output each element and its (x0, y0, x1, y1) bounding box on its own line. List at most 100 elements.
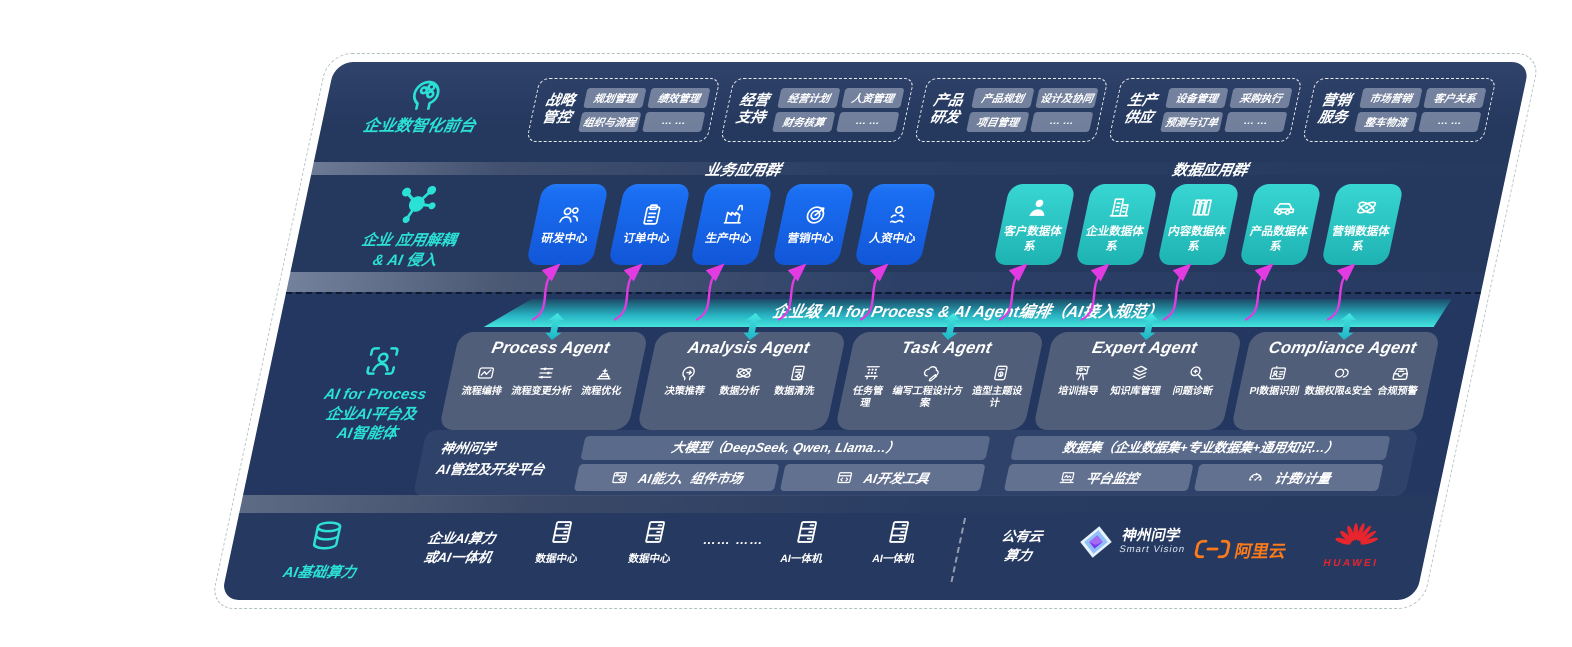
infra-node-label: 数据中心 (534, 553, 579, 565)
app-box-label: 研发中心 (540, 233, 589, 246)
agent-card: Analysis Agent 决策推荐 数据分析 数据清洗 (636, 332, 847, 430)
platform-tool-label: AI开发工具 (862, 471, 931, 486)
front-group-item: 整车物流 (1354, 112, 1418, 132)
agent-card: Compliance Agent PI数据识别 数据权限&安全 合规预警 (1230, 332, 1441, 430)
vendor-smartvision: 神州问学 Smart Vision (1074, 524, 1190, 560)
front-group: 营销服务 市场营销 客户关系 整车物流… … (1301, 78, 1497, 142)
front-group-item: 财务核算 (772, 112, 836, 132)
agent-card: Process Agent 流程编排 流程变更分析 流程优化 (438, 332, 649, 430)
optimize-icon (593, 363, 617, 383)
agent-item-label: 问题诊断 (1171, 386, 1214, 397)
front-group-item: … … (836, 112, 900, 132)
ai-layer-label-line1: AI for Process (322, 386, 428, 403)
platform-label-line2: AI管控及开发平台 (434, 461, 546, 477)
agent-item: 流程优化 (580, 363, 627, 398)
app-box-label: 营销中心 (786, 233, 835, 246)
front-group-item: 采购执行 (1229, 88, 1293, 108)
infra-node-label: 数据中心 (627, 553, 672, 565)
diagnosis-icon (1185, 363, 1209, 383)
enterprise-compute-label: 企业AI算力 或AI一体机 (422, 530, 498, 568)
infra-node: 数据中心 (627, 518, 679, 566)
vendor-smartvision-name: 神州问学 (1120, 527, 1183, 544)
platform-tool-pill: 平台监控 (1003, 464, 1194, 491)
car-icon (1269, 195, 1299, 220)
agent-items: 决策推荐 数据分析 数据清洗 (643, 363, 835, 425)
front-group-item: 设计及协同 (1035, 88, 1099, 108)
ai-layer-label-line2: 企业AI平台及 (324, 405, 418, 423)
agent-item: 流程编排 (460, 363, 507, 398)
agent-item: 数据分析 (718, 363, 765, 398)
front-group-item: 规划管理 (583, 88, 647, 108)
front-group-item: 产品规划 (971, 88, 1035, 108)
monitor-icon (1057, 469, 1079, 487)
agent-item-label: 数据分析 (718, 386, 761, 397)
training-icon (1070, 363, 1094, 383)
agent-item: 知识库管理 (1109, 363, 1166, 398)
smartvision-logo (1074, 524, 1118, 560)
business-app-box: 人资中心 (853, 184, 938, 265)
front-group-title: 产品研发 (928, 92, 965, 126)
platform-tool-pill: AI能力、组件市场 (573, 464, 780, 491)
task-icon (860, 363, 884, 383)
data-group-title: 数据应用群 (1170, 162, 1250, 179)
infra-ellipsis: …… …… (701, 532, 766, 547)
infra-node: 数据中心 (534, 518, 586, 566)
alibaba-cloud-logo (1191, 531, 1235, 567)
data-apps-row: 客户数据体系 企业数据体系 内容数据体系 产品数据体系 营销数据体系 (992, 184, 1405, 265)
front-group-item: 绩效管理 (647, 88, 711, 108)
server-icon (882, 518, 916, 546)
business-apps-row: 研发中心 订单中心 生产中心 营销中心 人资中心 (525, 184, 938, 265)
agent-item: 流程变更分析 (510, 363, 577, 398)
decision-icon (677, 363, 701, 383)
compute-label-line2: 或AI一体机 (422, 549, 494, 565)
compute-label-line1: 企业AI算力 (426, 531, 498, 546)
agent-item: 编写工程设计方案 (884, 363, 973, 409)
agent-card: Task Agent 任务管理 编写工程设计方案 造型主题设计 (834, 332, 1045, 430)
app-box-label: 产品数据体系 (1248, 226, 1309, 253)
agent-item-label: 合规预警 (1376, 386, 1419, 397)
front-group-item: … … (1418, 112, 1482, 132)
agent-item: 决策推荐 (663, 363, 710, 398)
agent-items: PI数据识别 数据权限&安全 合规预警 (1237, 363, 1429, 425)
model-bar: 大模型（DeepSeek, Qwen, Llama…） (580, 436, 991, 460)
agent-title: Compliance Agent (1267, 339, 1419, 357)
agent-item: PI数据识别 (1248, 363, 1305, 398)
team-icon (554, 202, 584, 227)
factory-icon (718, 202, 748, 227)
agent-items: 培训指导 知识库管理 问题诊断 (1039, 363, 1231, 425)
agent-item: 任务管理 (844, 363, 894, 409)
architecture-panel: 企业数智化前台 战略管控 规划管理 绩效管理 组织与流程… … 经营支持 经营计划 人资管理… (209, 53, 1541, 609)
vendor-alibaba-cloud: 阿里云 (1191, 531, 1291, 567)
app-box-label: 企业数据体系 (1084, 226, 1145, 253)
id-card-icon (1266, 363, 1290, 383)
platform-tool-label: 平台监控 (1084, 471, 1141, 486)
front-groups-row: 战略管控 规划管理 绩效管理 组织与流程… … 经营支持 经营计划 人资管理 财务核算… … 产… (525, 78, 1497, 142)
atom-icon (731, 363, 755, 383)
front-group-item: … … (1224, 112, 1288, 132)
front-group-title: 战略管控 (540, 92, 577, 126)
clipboard-icon (636, 202, 666, 227)
target-icon (800, 202, 830, 227)
data-app-box: 客户数据体系 (992, 184, 1077, 265)
database-icon (304, 518, 350, 556)
model-tools-row: AI能力、组件市场 AI开发工具 (573, 464, 986, 491)
vendor-huawei: HUAWEI (1322, 514, 1389, 569)
vendor-smartvision-subtitle: Smart Vision (1118, 544, 1187, 556)
permission-icon (1330, 363, 1354, 383)
agent-item-label: PI数据识别 (1248, 386, 1301, 397)
vendor-huawei-name: HUAWEI (1322, 558, 1380, 569)
magenta-arrows (531, 263, 1356, 322)
agent-item-label: 任务管理 (851, 386, 885, 409)
front-group-item: 预测与订单 (1160, 112, 1224, 132)
cloud-edit-icon (919, 363, 943, 383)
app-box-label: 人资中心 (868, 233, 917, 246)
front-group-item: 项目管理 (966, 112, 1030, 132)
person-icon (1023, 195, 1053, 220)
data-app-box: 产品数据体系 (1238, 184, 1323, 265)
app-box-label: 营销数据体系 (1330, 226, 1391, 253)
front-group-title: 生产供应 (1122, 92, 1159, 126)
front-group-item: 市场营销 (1359, 88, 1423, 108)
molecule-icon (390, 182, 443, 226)
workflow-icon (474, 363, 498, 383)
public-cloud-line1: 公有云 (1000, 529, 1044, 544)
